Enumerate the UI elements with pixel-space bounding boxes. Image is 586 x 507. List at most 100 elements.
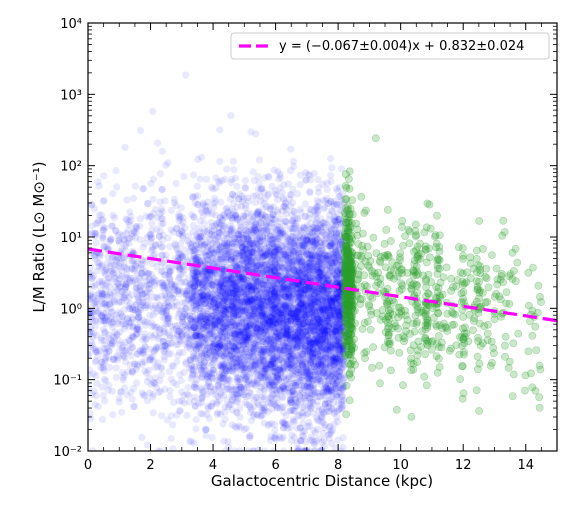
data-point <box>143 302 151 310</box>
data-point <box>304 367 312 375</box>
data-point <box>248 287 256 295</box>
data-point <box>300 282 308 290</box>
data-point <box>195 342 203 350</box>
data-point <box>328 164 336 172</box>
data-point <box>97 287 105 295</box>
data-point <box>192 425 200 433</box>
data-point <box>247 297 255 306</box>
data-point <box>314 318 323 326</box>
data-point <box>285 237 293 245</box>
data-point <box>237 329 245 337</box>
data-point <box>314 376 323 384</box>
data-point <box>242 339 250 347</box>
data-point <box>256 372 265 380</box>
data-point <box>213 317 221 325</box>
data-point <box>266 252 274 260</box>
data-point <box>319 331 327 340</box>
data-point <box>98 216 106 224</box>
data-point <box>331 327 339 335</box>
data-point <box>336 267 344 275</box>
data-point <box>263 312 271 320</box>
data-point <box>274 196 282 204</box>
data-point <box>256 305 265 313</box>
data-point <box>287 167 295 175</box>
data-point <box>323 345 331 353</box>
data-point <box>127 388 135 397</box>
data-point <box>260 251 268 259</box>
data-point <box>265 173 273 181</box>
data-point <box>202 321 210 329</box>
data-point <box>193 331 201 339</box>
data-point <box>234 394 242 402</box>
data-point <box>169 294 177 302</box>
data-point <box>330 347 338 355</box>
data-point <box>337 389 345 397</box>
data-point <box>279 287 287 295</box>
data-point <box>324 294 332 302</box>
data-point <box>318 331 326 339</box>
data-point <box>155 232 163 240</box>
data-point <box>288 362 296 370</box>
data-point <box>229 157 237 165</box>
data-point <box>298 299 306 308</box>
data-point <box>195 319 203 327</box>
data-point <box>161 348 169 356</box>
data-point <box>195 332 204 340</box>
data-point <box>210 348 218 356</box>
data-point <box>296 321 304 329</box>
data-point <box>256 337 264 345</box>
data-point <box>156 198 164 206</box>
data-point <box>119 320 127 328</box>
data-point <box>279 373 287 381</box>
data-point <box>326 250 334 258</box>
data-point <box>208 246 216 254</box>
data-point <box>253 370 261 378</box>
data-point <box>122 283 130 291</box>
data-point <box>156 170 164 178</box>
data-point <box>245 334 253 342</box>
data-point <box>332 381 340 389</box>
data-point <box>206 388 215 396</box>
data-point <box>180 246 188 254</box>
data-point <box>244 296 252 304</box>
data-point <box>238 249 246 257</box>
data-point <box>336 329 344 337</box>
data-point <box>190 313 198 321</box>
data-point <box>151 331 159 339</box>
data-point <box>203 292 211 300</box>
data-point <box>176 254 184 262</box>
data-point <box>143 397 152 405</box>
data-point <box>292 267 300 275</box>
data-point <box>267 297 275 305</box>
data-point <box>149 107 157 115</box>
data-point <box>244 380 252 388</box>
data-point <box>153 362 161 370</box>
data-point <box>240 215 248 223</box>
data-point <box>218 352 226 360</box>
data-point <box>301 289 309 297</box>
data-point <box>321 275 329 283</box>
data-point <box>140 184 148 193</box>
data-point <box>246 357 254 365</box>
data-point <box>198 325 206 333</box>
data-point <box>311 268 319 276</box>
data-point <box>305 336 313 344</box>
data-point <box>181 224 189 232</box>
data-point <box>209 185 217 193</box>
data-point <box>156 387 165 395</box>
data-point <box>314 284 322 292</box>
data-point <box>183 411 191 419</box>
data-point <box>314 319 322 327</box>
data-point <box>255 156 264 164</box>
data-point <box>100 172 108 180</box>
data-point <box>263 293 271 302</box>
data-point <box>200 320 208 328</box>
data-point <box>211 339 219 347</box>
data-point <box>184 321 192 330</box>
data-point <box>293 336 301 344</box>
data-point <box>143 441 151 449</box>
data-point <box>195 280 203 288</box>
data-point <box>286 355 294 363</box>
data-point <box>192 267 200 276</box>
data-point <box>262 202 271 210</box>
